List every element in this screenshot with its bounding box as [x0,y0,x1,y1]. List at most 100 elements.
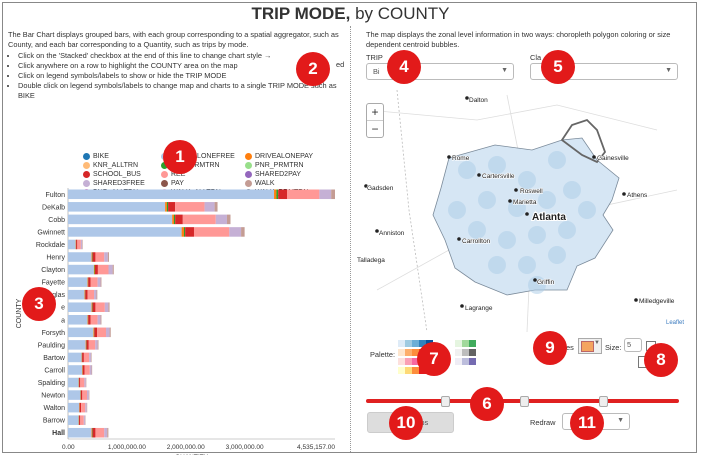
bar-segment[interactable] [88,277,91,287]
bar-segment[interactable] [108,302,110,312]
county-tick-label[interactable]: DeKalb [42,204,65,211]
bubble-color-picker[interactable]: ▼ [578,338,602,354]
bar-segment[interactable] [82,239,83,250]
bar-segment[interactable] [68,327,94,338]
bar-segment[interactable] [95,427,105,438]
bar-segment[interactable] [91,252,93,262]
bar-segment[interactable] [87,289,95,300]
zone-cluster[interactable] [558,221,576,239]
bar-segment[interactable] [94,289,97,300]
zone-cluster[interactable] [538,191,556,209]
bar-segment[interactable] [82,365,85,375]
bar-segment[interactable] [92,427,96,438]
county-tick-label[interactable]: e [61,305,65,312]
palette-swatch[interactable] [405,349,412,356]
palette-swatch[interactable] [405,340,412,347]
bar-segment[interactable] [166,202,169,212]
bar-segment[interactable] [90,315,98,325]
legend-label[interactable]: PAY [171,180,184,187]
county-tick-label[interactable]: Walton [43,405,65,412]
county-tick-label[interactable]: a [61,317,65,324]
bar-segment[interactable] [80,377,85,388]
bar-segment[interactable] [165,202,167,212]
county-tick-label[interactable]: glas [52,292,65,299]
bar-segment[interactable] [173,214,176,225]
county-tick-label[interactable]: Hall [52,430,65,437]
zone-cluster[interactable] [528,226,546,244]
bar-segment[interactable] [183,227,186,237]
bar-segment[interactable] [331,189,335,200]
legend-dot-icon[interactable] [161,171,168,178]
legend-item[interactable]: SHARED3FREE [83,180,161,187]
legend-label[interactable]: SCHOOL_BUS [93,171,141,178]
palette-swatch[interactable] [405,367,412,374]
county-tick-label[interactable]: Forsyth [42,330,65,337]
legend-dot-icon[interactable] [245,153,252,160]
slider-handle[interactable] [441,396,450,407]
zone-cluster[interactable] [508,199,526,217]
zoom-in-button[interactable]: + [367,104,383,121]
bar-segment[interactable] [112,264,114,275]
legend-dot-icon[interactable] [245,171,252,178]
palette-swatch[interactable] [412,340,419,347]
legend-dot-icon[interactable] [83,162,90,169]
bar-segment[interactable] [97,327,107,338]
zone-cluster[interactable] [548,151,566,169]
zoom-out-button[interactable]: − [371,122,379,136]
legend-dot-icon[interactable] [83,171,90,178]
bar-segment[interactable] [214,202,218,212]
legend-item[interactable]: BIKE [83,153,161,160]
palette-swatch[interactable] [398,340,405,347]
bar-segment[interactable] [274,189,277,200]
legend-dot-icon[interactable] [161,180,168,187]
county-tick-label[interactable]: Fayette [42,280,65,287]
legend-item[interactable]: PAY [161,180,245,187]
bar-segment[interactable] [68,289,85,300]
bar-segment[interactable] [79,377,81,388]
legend-dot-icon[interactable] [245,162,252,169]
highlighted-county[interactable] [560,118,607,164]
bar-segment[interactable] [84,365,90,375]
bar-segment[interactable] [68,264,94,275]
legend-item[interactable]: PNR_PRMTRN [245,162,325,169]
bar-segment[interactable] [68,415,79,425]
bar-segment[interactable] [83,415,85,425]
palette-swatch[interactable] [412,358,419,365]
bar-segment[interactable] [77,239,81,250]
palette-swatch[interactable] [455,349,462,356]
legend-item[interactable]: SHARED2PAY [245,171,325,178]
legend-label[interactable]: BIKE [93,153,109,160]
legend-label[interactable]: WALK [255,180,275,187]
bar-segment[interactable] [84,377,86,388]
bar-segment[interactable] [68,340,86,350]
bar-segment[interactable] [68,315,88,325]
bar-segment[interactable] [104,427,108,438]
county-tick-label[interactable]: Barrow [43,418,66,425]
bar-segment[interactable] [79,415,81,425]
bar-segment[interactable] [100,277,102,287]
zone-cluster[interactable] [448,201,466,219]
county-tick-label[interactable]: Cobb [48,217,65,224]
legend-label[interactable]: DRIVEALONEPAY [255,153,314,160]
bar-segment[interactable] [93,327,94,338]
bar-segment[interactable] [97,277,101,287]
palette-swatch[interactable] [469,358,476,365]
legend-label[interactable]: KNR_PRMTRN [171,162,220,169]
palette-swatch[interactable] [405,358,412,365]
legend-item[interactable]: WALK [245,180,325,187]
bar-segment[interactable] [87,390,89,400]
bar-segment[interactable] [68,302,92,312]
bar-segment[interactable] [82,352,84,363]
bar-segment[interactable] [193,227,230,237]
bar-segment[interactable] [95,302,105,312]
palette-swatch[interactable] [462,340,469,347]
bar-segment[interactable] [229,227,242,237]
bar-segment[interactable] [97,340,99,350]
bar-segment[interactable] [104,252,108,262]
legend-item[interactable]: SCHOOL_BUS [83,171,161,178]
legend-dot-icon[interactable] [245,180,252,187]
county-tick-label[interactable]: Newton [41,393,65,400]
bar-segment[interactable] [85,289,88,300]
bar-segment[interactable] [80,415,84,425]
zone-map[interactable]: Dalton Rome Cartersville Gainesville Roswell… [357,90,687,332]
